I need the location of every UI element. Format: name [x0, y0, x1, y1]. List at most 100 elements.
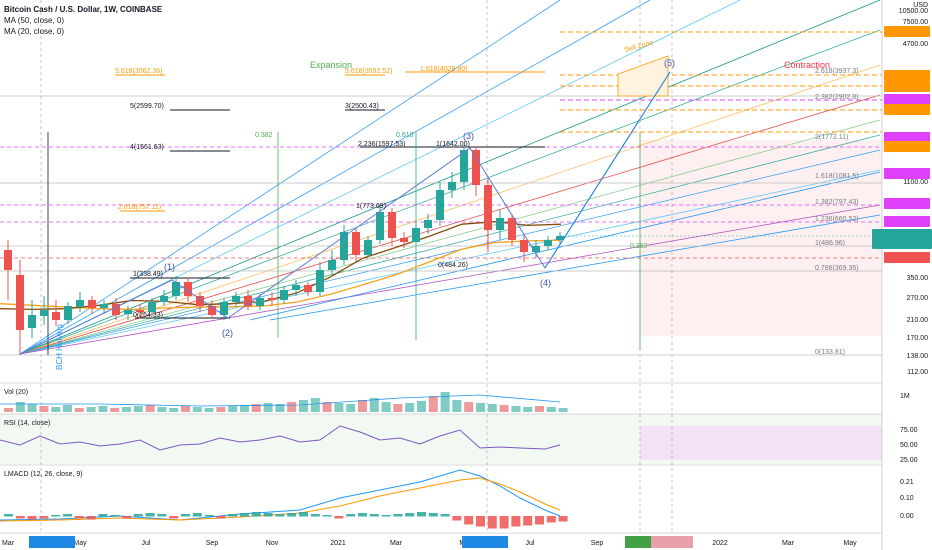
candle-body — [232, 296, 240, 302]
volume-bar — [299, 400, 308, 412]
price-badge — [884, 81, 930, 92]
candle-body — [100, 304, 108, 308]
candle-body — [88, 300, 96, 308]
channel-line — [269, 214, 881, 321]
fib-label: 2.382(2902.8) — [815, 94, 859, 101]
volume-bar — [74, 408, 84, 412]
fib-label: 0(484.26) — [438, 262, 468, 269]
vol-axis-label: 1M — [900, 393, 910, 400]
fib-label: 1.236(660.52) — [815, 216, 859, 223]
volume-bar — [452, 400, 462, 412]
rsi-axis-label: 25.00 — [900, 457, 918, 464]
volume-bar — [169, 408, 179, 412]
fib-label: 0(133.81) — [815, 349, 845, 356]
candle-body — [328, 260, 336, 270]
price-axis-label: 170.00 — [907, 335, 929, 342]
volume-bar — [192, 407, 202, 412]
rsi-band-right — [640, 426, 882, 460]
candle-body — [556, 236, 564, 240]
lmacd-histogram-bar — [39, 516, 49, 519]
lmacd-histogram-bar — [393, 514, 403, 517]
volume-bar — [322, 402, 332, 412]
fib-label: 1(486.96) — [815, 240, 845, 247]
lmacd-histogram-bar — [216, 516, 226, 519]
fib-label: 2(1772.11) — [815, 134, 848, 141]
time-axis-label: Sep — [206, 540, 219, 547]
lmacd-histogram-bar — [157, 514, 167, 517]
lmacd-histogram-bar — [476, 516, 485, 527]
candle-body — [208, 306, 216, 315]
candle-body — [280, 290, 288, 300]
candle-body — [376, 212, 384, 240]
lmacd-histogram-bar — [204, 515, 214, 517]
candle-body — [496, 218, 504, 230]
candle-body — [520, 240, 528, 252]
time-axis-label: Mar — [782, 540, 795, 547]
lmacd-histogram-bar — [417, 512, 426, 517]
volume-bar — [133, 406, 143, 412]
candle-body — [472, 150, 480, 185]
candle-body — [4, 250, 12, 270]
lmacd-axis-label: 0.00 — [900, 513, 914, 520]
price-axis-label: 7500.00 — [903, 19, 928, 26]
lmacd-line — [0, 469, 561, 521]
lmacd-title: LMACD (12, 26, close, 9) — [4, 471, 83, 478]
time-axis-label: May — [843, 540, 857, 547]
volume-bar — [86, 407, 96, 412]
time-axis-label: Mar — [2, 540, 15, 547]
lmacd-axis-label: 0.10 — [900, 495, 914, 502]
volume-bar — [558, 408, 568, 412]
lmacd-histogram-bar — [251, 512, 261, 517]
volume-bar — [157, 407, 167, 412]
candle-body — [400, 238, 408, 242]
volume-bar — [393, 404, 403, 412]
candle-body — [172, 282, 180, 296]
volume-bar — [369, 398, 379, 412]
fib-label: 0.618 — [396, 132, 414, 139]
time-axis-label: Nov — [266, 540, 279, 547]
fib-label: 0.382 — [255, 132, 273, 139]
volume-bar — [251, 404, 261, 412]
lmacd-histogram-bar — [346, 514, 356, 517]
volume-bar — [310, 398, 320, 412]
price-axis-label: 270.00 — [907, 295, 929, 302]
price-badge — [884, 198, 930, 209]
fan-line — [19, 204, 881, 355]
candle-body — [40, 310, 48, 316]
candle-body — [436, 190, 444, 220]
vol-title: Vol (20) — [4, 389, 28, 396]
fan-line — [19, 119, 881, 355]
fib-label: 2.236(1597.53) — [358, 141, 405, 148]
volume-bar — [181, 406, 190, 412]
volume-bar — [240, 405, 249, 412]
lmacd-histogram-bar — [299, 512, 308, 517]
price-axis-label: 138.00 — [907, 353, 929, 360]
rsi-axis-label: 50.00 — [900, 442, 918, 449]
candle-body — [184, 282, 192, 296]
rsi-line — [0, 425, 561, 451]
fib-label: 0.786(369.35) — [815, 265, 859, 272]
sell-zone-box — [617, 55, 669, 97]
fan-line — [19, 0, 561, 355]
rsi-title: RSI (14, close) — [4, 420, 50, 427]
fan-line — [19, 0, 741, 355]
time-axis-label: 2022 — [712, 540, 728, 547]
candle-body — [388, 212, 396, 238]
lmacd-histogram-bar — [428, 513, 438, 517]
ma50-legend: MA (50, close, 0) — [4, 16, 65, 25]
volume-bar — [381, 402, 391, 412]
candle-body — [292, 285, 300, 290]
volume-bar — [535, 406, 544, 412]
fib-label: 1.618(4028.80) — [420, 66, 467, 73]
candle-body — [64, 306, 72, 320]
lmacd-histogram-bar — [369, 514, 379, 517]
fib-label: 1.618(1081.5) — [815, 173, 859, 180]
time-axis-label: 2021 — [330, 540, 346, 547]
lmacd-histogram-bar — [15, 516, 25, 519]
volume-bar — [63, 405, 72, 412]
lmacd-histogram-bar — [535, 516, 544, 525]
volume-bar — [546, 407, 556, 412]
candle-body — [544, 240, 552, 246]
price-badge — [884, 168, 930, 179]
